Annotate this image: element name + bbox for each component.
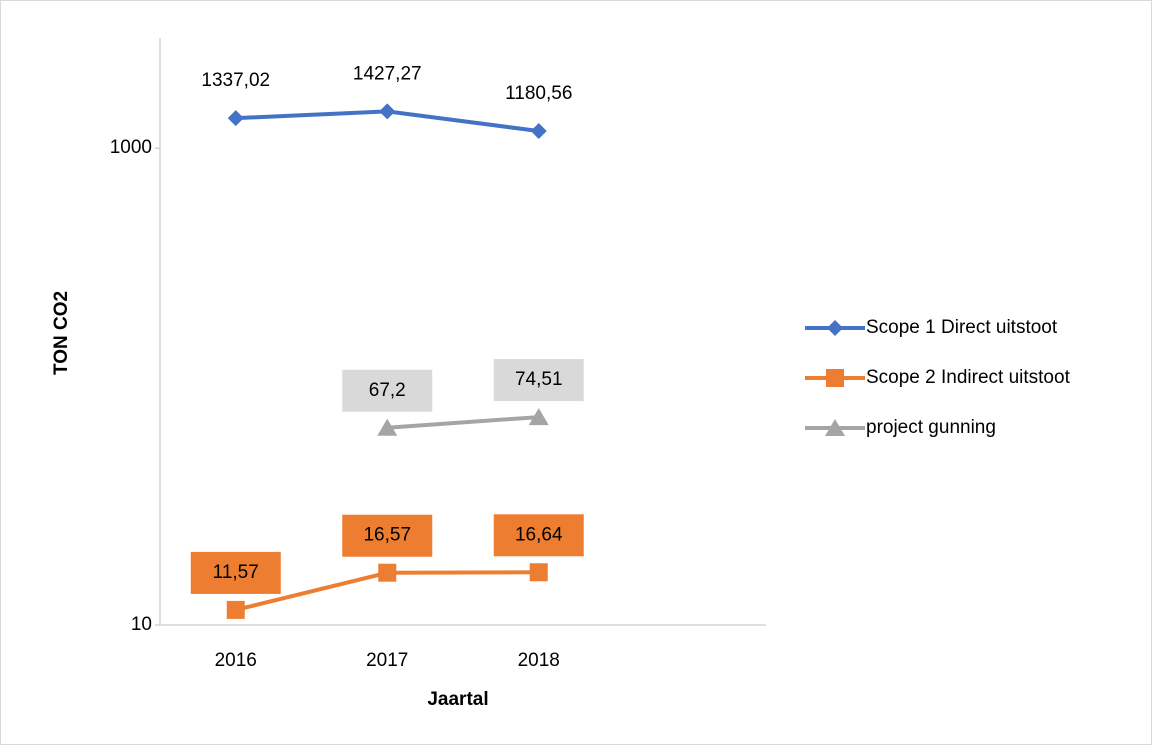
legend-label: project gunning: [866, 417, 996, 438]
label-box: [493, 514, 584, 557]
data-label: 1337,02: [201, 70, 270, 91]
marker: [530, 123, 547, 140]
marker: [826, 369, 844, 387]
marker: [227, 110, 244, 127]
marker: [827, 320, 843, 336]
marker: [226, 600, 245, 619]
series-line: [387, 415, 539, 430]
marker: [528, 408, 549, 426]
data-label: 1427,27: [353, 63, 422, 84]
marker: [378, 563, 397, 582]
data-label: 16,64: [515, 524, 563, 545]
y-axis-title: TON CO2: [51, 291, 72, 375]
data-label: 67,2: [369, 380, 406, 401]
data-label: 16,57: [363, 525, 411, 546]
data-label: 74,51: [515, 369, 563, 390]
label-box: [493, 359, 584, 402]
data-label: 11,57: [213, 562, 259, 583]
data-label: 1180,56: [505, 83, 572, 104]
x-axis-title: Jaartal: [427, 689, 488, 710]
label-box: [342, 369, 433, 412]
y-tick-label: 1000: [110, 137, 152, 158]
label-box: [190, 551, 281, 594]
x-tick-label: 2017: [366, 650, 408, 671]
legend-label: Scope 1 Direct uitstoot: [866, 317, 1058, 338]
marker: [529, 563, 548, 582]
y-tick-label: 10: [131, 614, 152, 635]
label-box: [342, 514, 433, 557]
marker: [825, 419, 845, 436]
x-tick-label: 2018: [518, 650, 560, 671]
x-tick-label: 2016: [215, 650, 257, 671]
marker: [377, 418, 398, 436]
legend-label: Scope 2 Indirect uitstoot: [866, 367, 1071, 388]
marker: [379, 103, 396, 120]
